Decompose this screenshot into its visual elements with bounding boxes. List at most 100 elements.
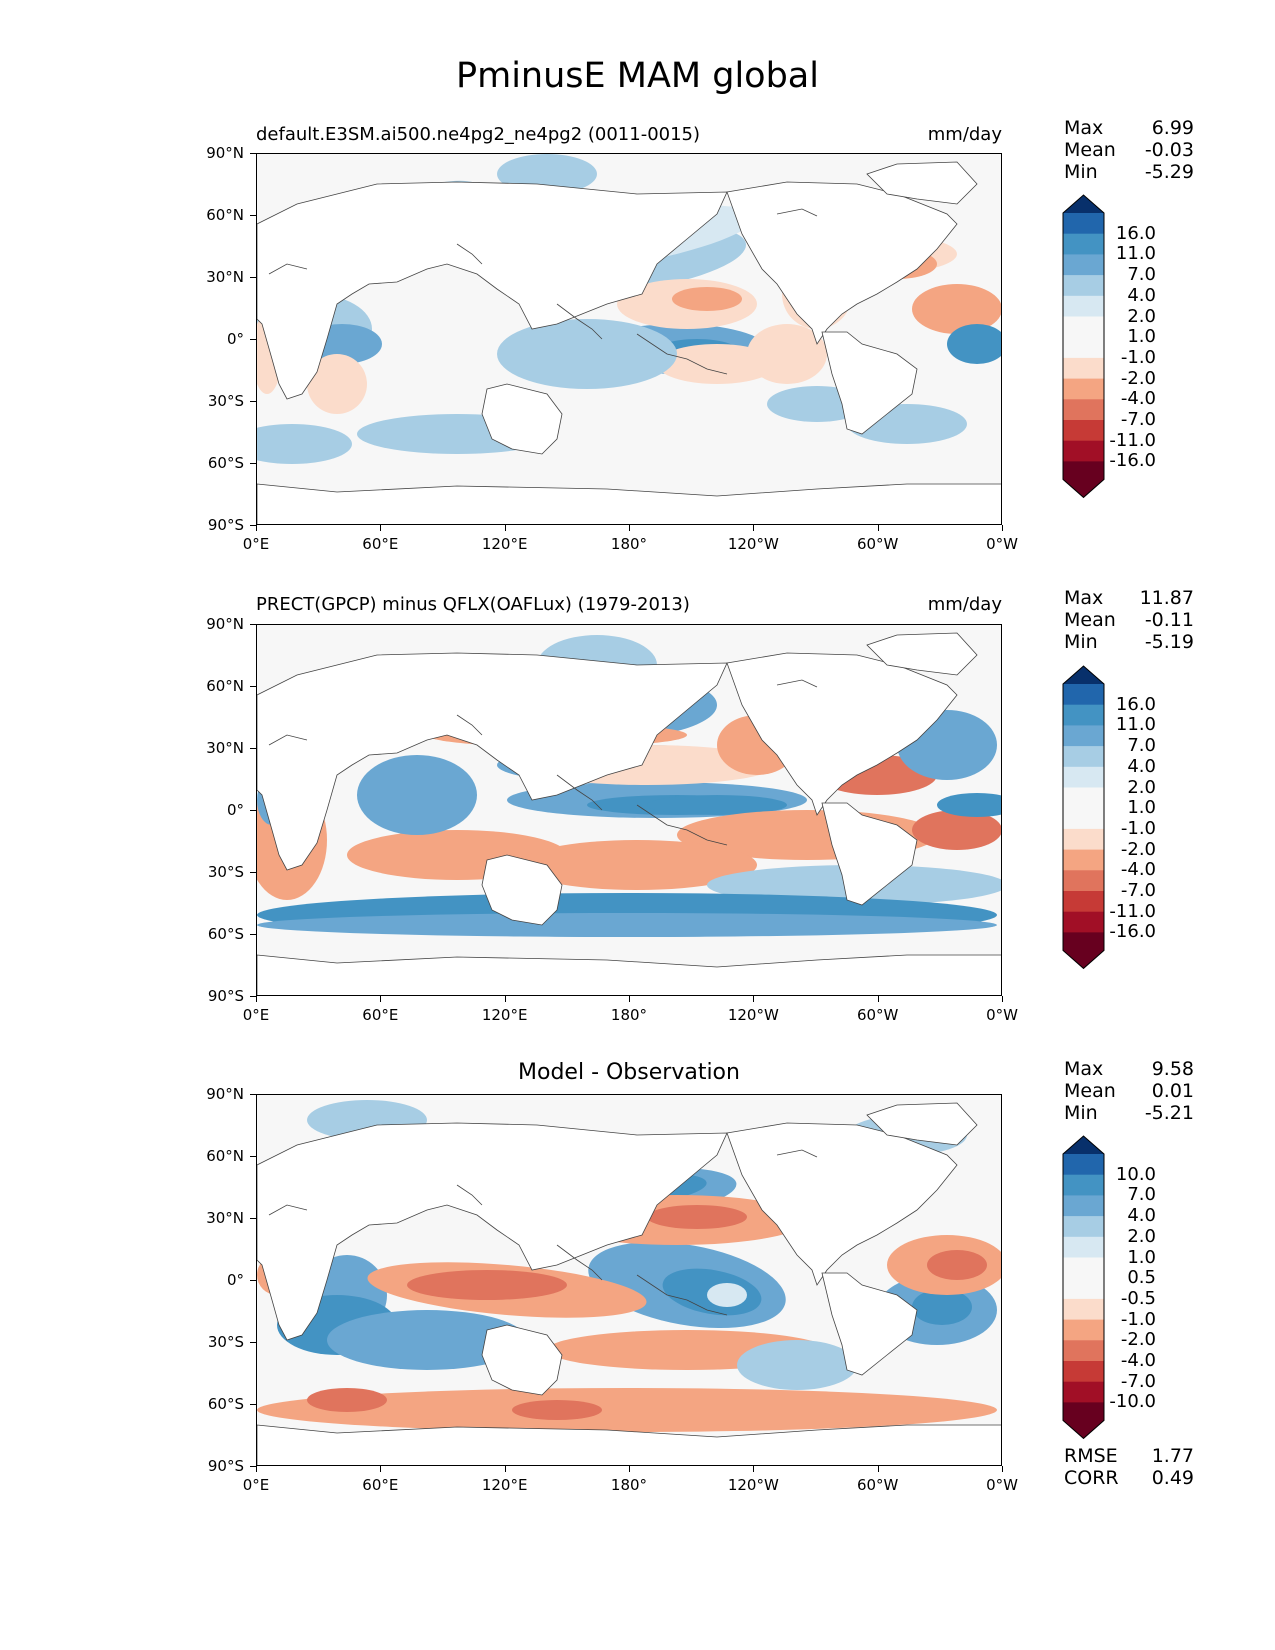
- panel-2-map: [256, 624, 1002, 996]
- stat-value: 11.87: [1139, 587, 1194, 609]
- stat-row: RMSE 1.77: [1064, 1445, 1194, 1467]
- colorbar-label: 11.0: [1115, 714, 1156, 736]
- lon-tick-label: 60°W: [856, 535, 899, 553]
- lon-tick-label: 60°E: [362, 1006, 399, 1024]
- lat-tick-label: 0°: [226, 1271, 244, 1289]
- colorbar-label: -1.0: [1120, 817, 1156, 839]
- lon-tick: [1002, 1466, 1003, 1472]
- lat-tick: [250, 748, 256, 749]
- stat-row: Max 6.99: [1064, 117, 1194, 139]
- stat-value: -0.03: [1144, 139, 1194, 161]
- lon-tick: [504, 525, 506, 531]
- colorbar-label: 1.0: [1127, 326, 1156, 348]
- stat-key: Max: [1064, 1058, 1104, 1080]
- stat-key: Min: [1064, 161, 1098, 183]
- stat-key: Mean: [1064, 609, 1116, 631]
- colorbar-label: 11.0: [1115, 243, 1156, 265]
- lat-tick-label: 90°S: [207, 987, 244, 1005]
- colorbar-graphic: [1062, 665, 1105, 970]
- lon-tick-label: 180°: [610, 1006, 648, 1024]
- lon-tick: [877, 996, 879, 1002]
- lat-tick-label: 90°S: [207, 516, 244, 534]
- lon-tick-label: 180°: [610, 535, 648, 553]
- lat-tick: [250, 1156, 256, 1157]
- stat-row: Max 11.87: [1064, 587, 1194, 609]
- stat-row: Min -5.19: [1064, 631, 1194, 653]
- panel-3-title: Model - Observation: [518, 1060, 740, 1085]
- lon-tick: [877, 1466, 879, 1472]
- stat-value: 9.58: [1151, 1058, 1194, 1080]
- stat-key: Mean: [1064, 1080, 1116, 1102]
- lat-tick: [250, 1094, 256, 1095]
- lon-tick: [877, 525, 879, 531]
- panel-2-stats: Max 11.87 Mean -0.11 Min -5.19: [1064, 587, 1194, 653]
- lon-tick: [256, 996, 257, 1002]
- lon-tick-label: 120°E: [481, 1476, 528, 1494]
- colorbar-label: -7.0: [1120, 409, 1156, 430]
- lon-tick: [380, 996, 382, 1002]
- colorbar-label: -2.0: [1120, 838, 1156, 860]
- panel-1-title: default.E3SM.ai500.ne4pg2_ne4pg2 (0011-0…: [256, 124, 701, 145]
- colorbar-label: -11.0: [1109, 900, 1156, 922]
- lon-tick: [1002, 525, 1003, 531]
- lat-tick: [250, 401, 256, 402]
- lon-tick-label: 120°W: [727, 535, 779, 553]
- lat-tick: [250, 1218, 256, 1219]
- lon-tick: [753, 996, 755, 1002]
- page-title: PminusE MAM global: [456, 56, 819, 96]
- lat-tick: [250, 525, 256, 526]
- lat-tick-label: 30°S: [207, 863, 244, 881]
- colorbar-label: -16.0: [1109, 921, 1156, 943]
- lat-tick-label: 0°: [226, 801, 244, 819]
- lon-tick-label: 120°E: [481, 535, 528, 553]
- lon-tick-label: 0°E: [242, 1476, 270, 1494]
- colorbar-label: -2.0: [1120, 367, 1156, 389]
- lon-tick: [504, 996, 506, 1002]
- stat-row: CORR 0.49: [1064, 1467, 1194, 1489]
- stat-value: 1.77: [1151, 1445, 1194, 1467]
- colorbar-label: 2.0: [1127, 305, 1156, 327]
- panel-3-stats: Max 9.58 Mean 0.01 Min -5.21: [1064, 1058, 1194, 1124]
- lon-tick: [504, 1466, 506, 1472]
- lon-tick-label: 180°: [610, 1476, 648, 1494]
- colorbar-label: 4.0: [1127, 284, 1156, 306]
- lon-tick-label: 60°E: [362, 1476, 399, 1494]
- colorbar-label: -1.0: [1120, 346, 1156, 368]
- lon-tick-label: 0°W: [986, 1006, 1018, 1024]
- lat-tick-label: 60°S: [207, 454, 244, 472]
- colorbar-graphic: [1062, 194, 1105, 499]
- colorbar-label: 16.0: [1115, 693, 1156, 715]
- lat-tick: [250, 277, 256, 278]
- colorbar-label: 4.0: [1127, 755, 1156, 777]
- colorbar-label: 7.0: [1127, 735, 1156, 757]
- lon-tick-label: 60°W: [856, 1006, 899, 1024]
- lon-tick: [629, 525, 630, 531]
- colorbar-label: 16.0: [1115, 222, 1156, 244]
- lat-tick: [250, 624, 256, 625]
- colorbar-label: -4.0: [1120, 1350, 1156, 1371]
- stat-key: Max: [1064, 117, 1104, 139]
- lat-tick-label: 60°S: [207, 1395, 244, 1413]
- colorbar-label: -1.0: [1120, 1308, 1156, 1330]
- stat-value: 6.99: [1151, 117, 1194, 139]
- stat-row: Max 9.58: [1064, 1058, 1194, 1080]
- colorbar-label: 1.0: [1127, 797, 1156, 819]
- lat-tick: [250, 463, 256, 464]
- lat-tick-label: 90°N: [206, 1085, 244, 1103]
- lon-tick-label: 120°W: [727, 1006, 779, 1024]
- colorbar-label: -4.0: [1120, 859, 1156, 881]
- lat-tick: [250, 339, 256, 340]
- lat-tick-label: 90°S: [207, 1457, 244, 1475]
- panel-1-units: mm/day: [927, 124, 1002, 145]
- colorbar-label: -0.5: [1120, 1287, 1156, 1309]
- lon-tick: [380, 525, 382, 531]
- colorbar-label: -10.0: [1109, 1391, 1156, 1413]
- stat-row: Mean 0.01: [1064, 1080, 1194, 1102]
- colorbar-label: 2.0: [1127, 776, 1156, 798]
- lat-tick: [250, 215, 256, 216]
- stat-value: -5.21: [1144, 1102, 1194, 1124]
- lat-tick: [250, 686, 256, 687]
- stat-row: Min -5.29: [1064, 161, 1194, 183]
- panel-2-title: PRECT(GPCP) minus QFLX(OAFLux) (1979-201…: [256, 594, 690, 615]
- lon-tick: [1002, 996, 1003, 1002]
